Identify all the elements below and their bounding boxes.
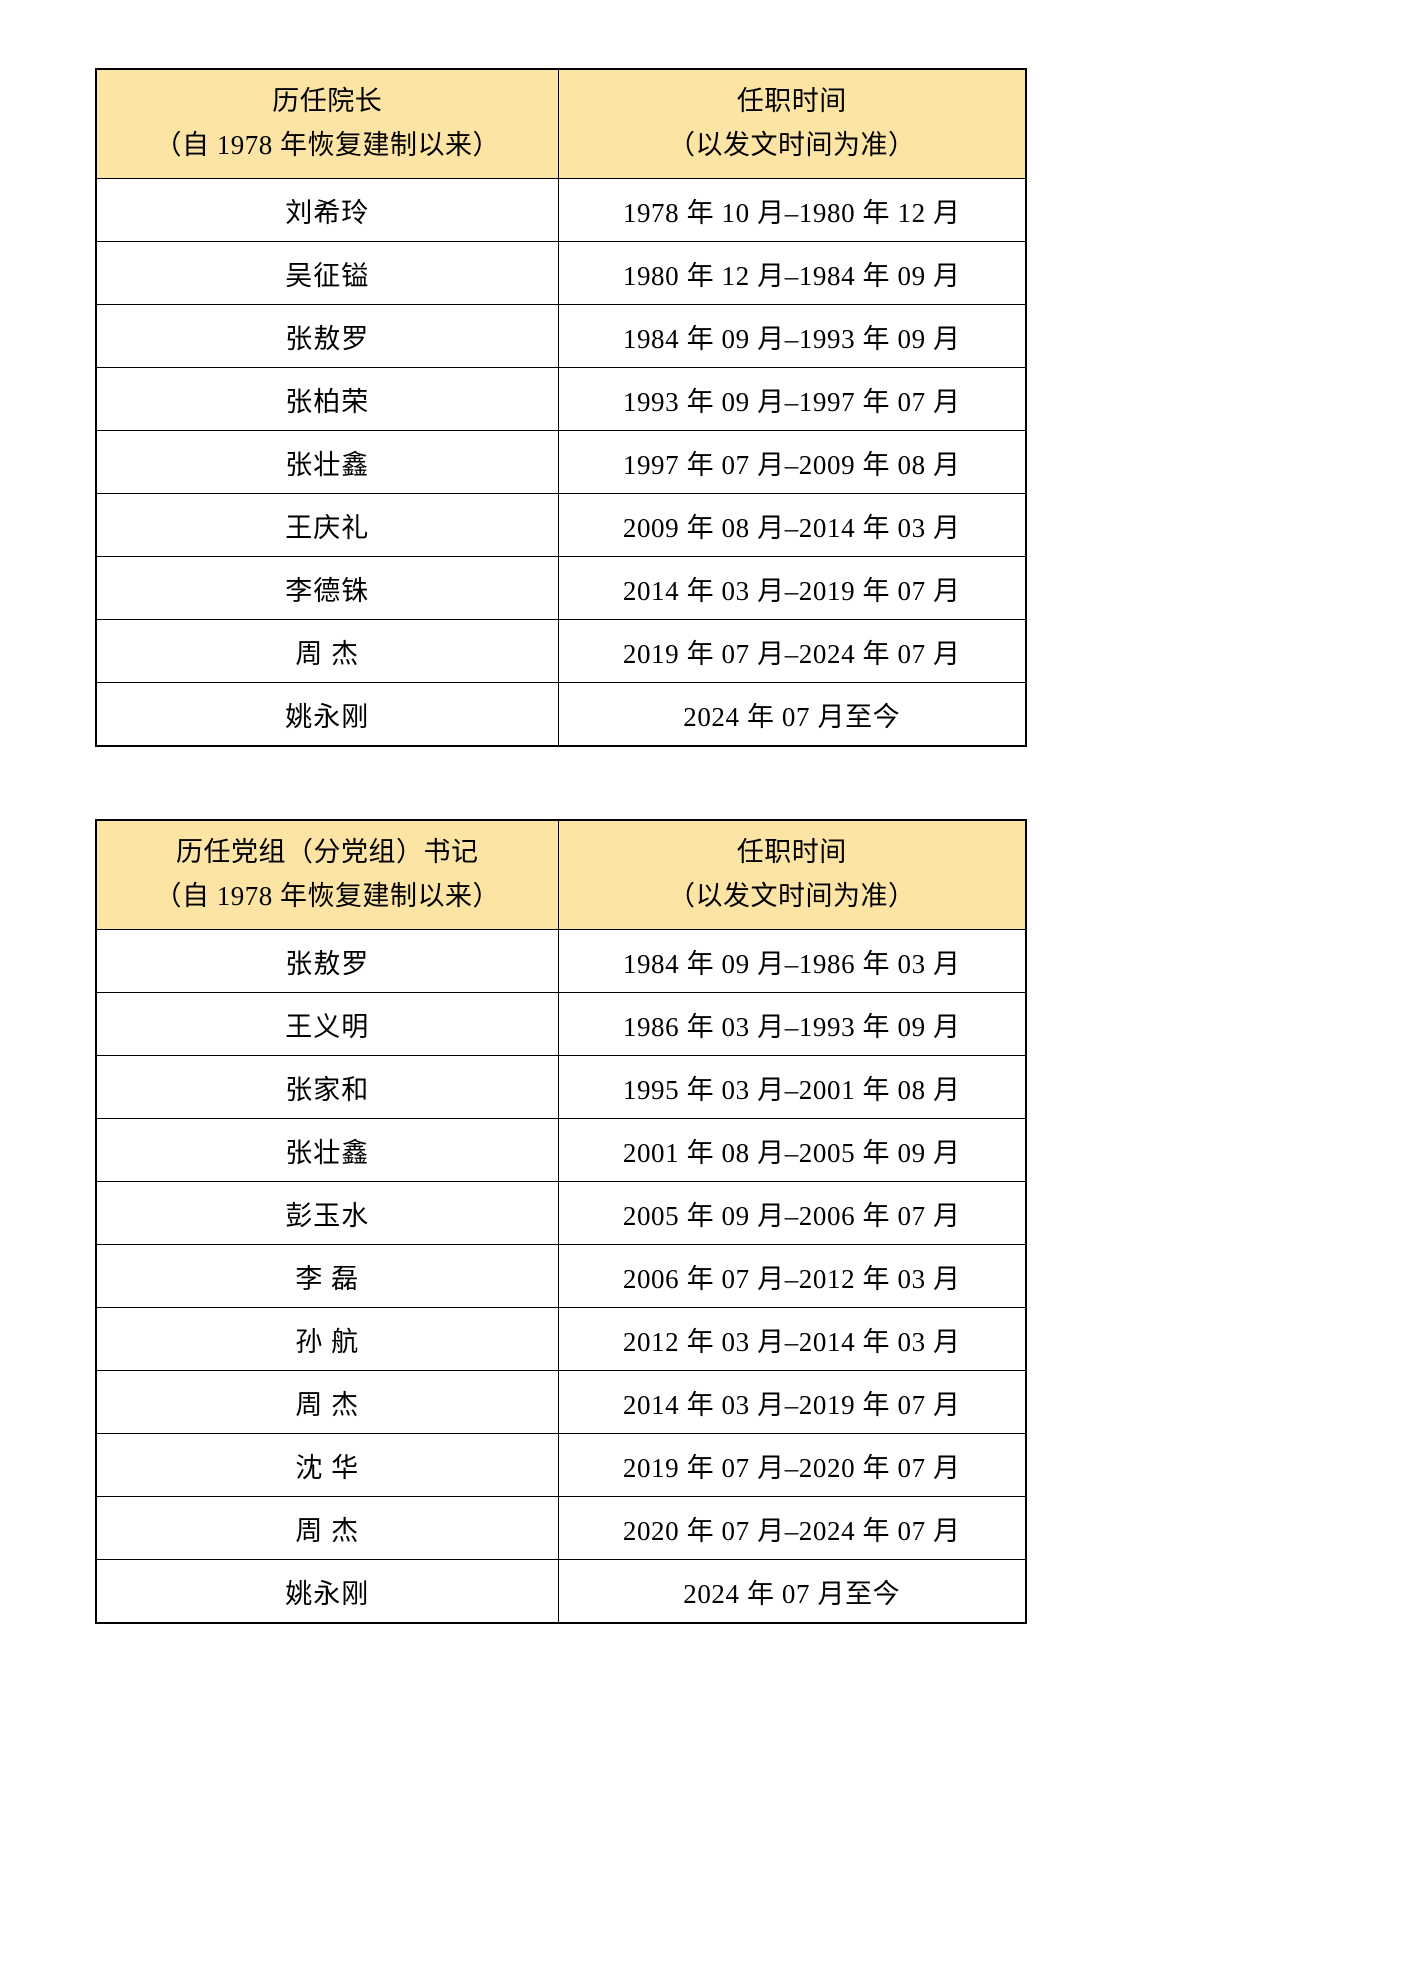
cell-term: 2020 年 07 月–2024 年 07 月 — [557, 1496, 1027, 1560]
table-row: 张敖罗 1984 年 09 月–1986 年 03 月 — [95, 929, 1027, 993]
table-row: 彭玉水 2005 年 09 月–2006 年 07 月 — [95, 1181, 1027, 1245]
table-row: 张壮鑫 1997 年 07 月–2009 年 08 月 — [95, 430, 1027, 494]
header-cell-director-name: 历任院长 （自 1978 年恢复建制以来） — [95, 68, 559, 179]
cell-term: 1980 年 12 月–1984 年 09 月 — [557, 241, 1027, 305]
cell-name: 彭玉水 — [95, 1181, 559, 1245]
cell-term: 2006 年 07 月–2012 年 03 月 — [557, 1244, 1027, 1308]
cell-name: 姚永刚 — [95, 1559, 559, 1624]
party-secretaries-table-head: 历任党组（分党组）书记 （自 1978 年恢复建制以来） 任职时间 （以发文时间… — [95, 819, 1027, 930]
cell-name: 张家和 — [95, 1055, 559, 1119]
cell-name: 张敖罗 — [95, 929, 559, 993]
table-row: 王义明 1986 年 03 月–1993 年 09 月 — [95, 992, 1027, 1056]
cell-name: 周 杰 — [95, 1370, 559, 1434]
header-cell-secretary-term: 任职时间 （以发文时间为准） — [557, 819, 1027, 930]
cell-name: 吴征镒 — [95, 241, 559, 305]
table-row: 周 杰 2020 年 07 月–2024 年 07 月 — [95, 1496, 1027, 1560]
cell-name: 孙 航 — [95, 1307, 559, 1371]
directors-table-head: 历任院长 （自 1978 年恢复建制以来） 任职时间 （以发文时间为准） — [95, 68, 1027, 179]
table-header-row: 历任党组（分党组）书记 （自 1978 年恢复建制以来） 任职时间 （以发文时间… — [95, 819, 1027, 930]
table-row: 孙 航 2012 年 03 月–2014 年 03 月 — [95, 1307, 1027, 1371]
cell-term: 1978 年 10 月–1980 年 12 月 — [557, 178, 1027, 242]
table-row: 沈 华 2019 年 07 月–2020 年 07 月 — [95, 1433, 1027, 1497]
directors-table: 历任院长 （自 1978 年恢复建制以来） 任职时间 （以发文时间为准） 刘希玲… — [95, 68, 1027, 747]
cell-term: 1984 年 09 月–1993 年 09 月 — [557, 304, 1027, 368]
header-cell-director-term: 任职时间 （以发文时间为准） — [557, 68, 1027, 179]
cell-term: 1997 年 07 月–2009 年 08 月 — [557, 430, 1027, 494]
party-secretaries-table-block: 历任党组（分党组）书记 （自 1978 年恢复建制以来） 任职时间 （以发文时间… — [95, 819, 1027, 1624]
cell-name: 沈 华 — [95, 1433, 559, 1497]
table-row: 吴征镒 1980 年 12 月–1984 年 09 月 — [95, 241, 1027, 305]
table-row: 李 磊 2006 年 07 月–2012 年 03 月 — [95, 1244, 1027, 1308]
cell-term: 2009 年 08 月–2014 年 03 月 — [557, 493, 1027, 557]
cell-name: 李德铢 — [95, 556, 559, 620]
cell-term: 2014 年 03 月–2019 年 07 月 — [557, 556, 1027, 620]
header-title-line: 任职时间 — [736, 86, 847, 117]
cell-term: 2019 年 07 月–2024 年 07 月 — [557, 619, 1027, 683]
table-row: 姚永刚 2024 年 07 月至今 — [95, 1559, 1027, 1624]
header-title-line: 任职时间 — [736, 837, 847, 868]
table-row: 周 杰 2014 年 03 月–2019 年 07 月 — [95, 1370, 1027, 1434]
table-row: 刘希玲 1978 年 10 月–1980 年 12 月 — [95, 178, 1027, 242]
table-row: 李德铢 2014 年 03 月–2019 年 07 月 — [95, 556, 1027, 620]
header-subtitle-line: （以发文时间为准） — [668, 881, 916, 911]
table-row: 张家和 1995 年 03 月–2001 年 08 月 — [95, 1055, 1027, 1119]
party-secretaries-table-body: 张敖罗 1984 年 09 月–1986 年 03 月 王义明 1986 年 0… — [95, 929, 1027, 1624]
header-subtitle-line: （自 1978 年恢复建制以来） — [154, 881, 500, 911]
header-subtitle-line: （自 1978 年恢复建制以来） — [154, 130, 500, 160]
cell-term: 2012 年 03 月–2014 年 03 月 — [557, 1307, 1027, 1371]
cell-term: 2005 年 09 月–2006 年 07 月 — [557, 1181, 1027, 1245]
cell-name: 张柏荣 — [95, 367, 559, 431]
directors-table-block: 历任院长 （自 1978 年恢复建制以来） 任职时间 （以发文时间为准） 刘希玲… — [95, 68, 1027, 747]
cell-name: 张壮鑫 — [95, 1118, 559, 1182]
table-spacer — [0, 747, 1404, 819]
cell-name: 李 磊 — [95, 1244, 559, 1308]
cell-term: 1986 年 03 月–1993 年 09 月 — [557, 992, 1027, 1056]
cell-term: 2001 年 08 月–2005 年 09 月 — [557, 1118, 1027, 1182]
table-row: 王庆礼 2009 年 08 月–2014 年 03 月 — [95, 493, 1027, 557]
table-row: 张柏荣 1993 年 09 月–1997 年 07 月 — [95, 367, 1027, 431]
cell-name: 王庆礼 — [95, 493, 559, 557]
header-subtitle-line: （以发文时间为准） — [668, 130, 916, 160]
table-row: 张壮鑫 2001 年 08 月–2005 年 09 月 — [95, 1118, 1027, 1182]
header-title-line: 历任党组（分党组）书记 — [176, 837, 479, 868]
cell-term: 2014 年 03 月–2019 年 07 月 — [557, 1370, 1027, 1434]
header-cell-secretary-name: 历任党组（分党组）书记 （自 1978 年恢复建制以来） — [95, 819, 559, 930]
cell-term: 1984 年 09 月–1986 年 03 月 — [557, 929, 1027, 993]
cell-term: 1995 年 03 月–2001 年 08 月 — [557, 1055, 1027, 1119]
party-secretaries-table: 历任党组（分党组）书记 （自 1978 年恢复建制以来） 任职时间 （以发文时间… — [95, 819, 1027, 1624]
cell-term: 2019 年 07 月–2020 年 07 月 — [557, 1433, 1027, 1497]
cell-name: 周 杰 — [95, 1496, 559, 1560]
table-row: 张敖罗 1984 年 09 月–1993 年 09 月 — [95, 304, 1027, 368]
table-row: 姚永刚 2024 年 07 月至今 — [95, 682, 1027, 747]
cell-term: 2024 年 07 月至今 — [557, 1559, 1027, 1624]
table-header-row: 历任院长 （自 1978 年恢复建制以来） 任职时间 （以发文时间为准） — [95, 68, 1027, 179]
directors-table-body: 刘希玲 1978 年 10 月–1980 年 12 月 吴征镒 1980 年 1… — [95, 178, 1027, 747]
cell-name: 姚永刚 — [95, 682, 559, 747]
cell-term: 2024 年 07 月至今 — [557, 682, 1027, 747]
header-title-line: 历任院长 — [272, 86, 383, 117]
cell-name: 张敖罗 — [95, 304, 559, 368]
table-row: 周 杰 2019 年 07 月–2024 年 07 月 — [95, 619, 1027, 683]
cell-term: 1993 年 09 月–1997 年 07 月 — [557, 367, 1027, 431]
cell-name: 刘希玲 — [95, 178, 559, 242]
cell-name: 王义明 — [95, 992, 559, 1056]
cell-name: 周 杰 — [95, 619, 559, 683]
cell-name: 张壮鑫 — [95, 430, 559, 494]
